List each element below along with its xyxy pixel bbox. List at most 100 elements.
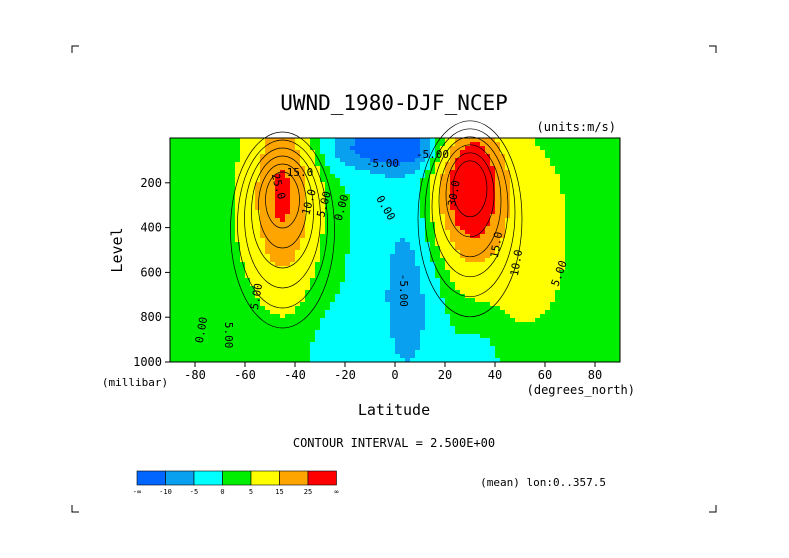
contour-cell <box>600 250 606 255</box>
contour-cell <box>405 334 411 339</box>
contour-cell <box>330 142 336 147</box>
contour-cell <box>250 278 256 283</box>
contour-cell <box>180 234 186 239</box>
contour-cell <box>265 202 271 207</box>
contour-cell <box>255 138 261 143</box>
contour-cell <box>240 254 246 259</box>
contour-cell <box>340 346 346 351</box>
contour-cell <box>580 302 586 307</box>
contour-cell <box>445 286 451 291</box>
contour-cell <box>175 358 181 363</box>
contour-cell <box>340 186 346 191</box>
contour-cell <box>565 162 571 167</box>
contour-cell <box>490 162 496 167</box>
contour-cell <box>345 222 351 227</box>
contour-cell <box>330 158 336 163</box>
contour-cell <box>465 210 471 215</box>
contour-cell <box>245 190 251 195</box>
contour-cell <box>195 274 201 279</box>
contour-cell <box>350 166 356 171</box>
contour-cell <box>205 242 211 247</box>
contour-cell <box>485 206 491 211</box>
contour-cell <box>610 274 616 279</box>
contour-cell <box>320 242 326 247</box>
contour-cell <box>305 262 311 267</box>
contour-cell <box>610 318 616 323</box>
contour-cell <box>590 238 596 243</box>
contour-cell <box>215 354 221 359</box>
contour-cell <box>295 198 301 203</box>
contour-cell <box>205 282 211 287</box>
contour-cell <box>225 174 231 179</box>
contour-cell <box>535 254 541 259</box>
contour-cell <box>300 330 306 335</box>
contour-cell <box>500 346 506 351</box>
contour-cell <box>595 282 601 287</box>
contour-cell <box>230 354 236 359</box>
contour-cell <box>290 206 296 211</box>
contour-cell <box>225 342 231 347</box>
contour-cell <box>470 298 476 303</box>
contour-cell <box>295 222 301 227</box>
contour-cell <box>350 222 356 227</box>
contour-cell <box>470 286 476 291</box>
contour-cell <box>245 138 251 143</box>
contour-cell <box>525 258 531 263</box>
contour-cell <box>345 150 351 155</box>
contour-cell <box>470 218 476 223</box>
contour-cell <box>350 178 356 183</box>
contour-cell <box>560 222 566 227</box>
contour-cell <box>345 254 351 259</box>
contour-cell <box>370 270 376 275</box>
contour-cell <box>275 350 281 355</box>
contour-cell <box>490 214 496 219</box>
contour-cell <box>555 194 561 199</box>
contour-cell <box>195 158 201 163</box>
contour-cell <box>350 338 356 343</box>
contour-cell <box>520 226 526 231</box>
contour-cell <box>565 290 571 295</box>
contour-cell <box>240 294 246 299</box>
contour-cell <box>295 246 301 251</box>
contour-cell <box>320 226 326 231</box>
contour-cell <box>400 266 406 271</box>
contour-cell <box>560 218 566 223</box>
contour-cell <box>470 346 476 351</box>
contour-cell <box>305 210 311 215</box>
contour-cell <box>175 286 181 291</box>
contour-cell <box>305 214 311 219</box>
contour-cell <box>240 242 246 247</box>
contour-cell <box>450 266 456 271</box>
contour-cell <box>505 290 511 295</box>
contour-cell <box>250 314 256 319</box>
contour-cell <box>505 262 511 267</box>
contour-cell <box>365 222 371 227</box>
contour-cell <box>375 326 381 331</box>
contour-cell <box>260 142 266 147</box>
contour-cell <box>355 358 361 363</box>
contour-cell <box>185 302 191 307</box>
contour-cell <box>450 162 456 167</box>
contour-cell <box>560 270 566 275</box>
contour-cell <box>560 274 566 279</box>
contour-cell <box>315 278 321 283</box>
contour-cell <box>540 250 546 255</box>
contour-cell <box>385 170 391 175</box>
contour-cell <box>600 282 606 287</box>
contour-cell <box>460 154 466 159</box>
contour-cell <box>175 290 181 295</box>
contour-cell <box>210 278 216 283</box>
contour-cell <box>385 154 391 159</box>
contour-cell <box>245 182 251 187</box>
contour-cell <box>345 358 351 363</box>
contour-cell <box>545 206 551 211</box>
contour-cell <box>300 286 306 291</box>
contour-cell <box>270 338 276 343</box>
contour-cell <box>250 246 256 251</box>
contour-cell <box>240 298 246 303</box>
contour-cell <box>615 154 621 159</box>
contour-cell <box>230 218 236 223</box>
contour-cell <box>460 254 466 259</box>
contour-cell <box>510 274 516 279</box>
contour-cell <box>525 302 531 307</box>
